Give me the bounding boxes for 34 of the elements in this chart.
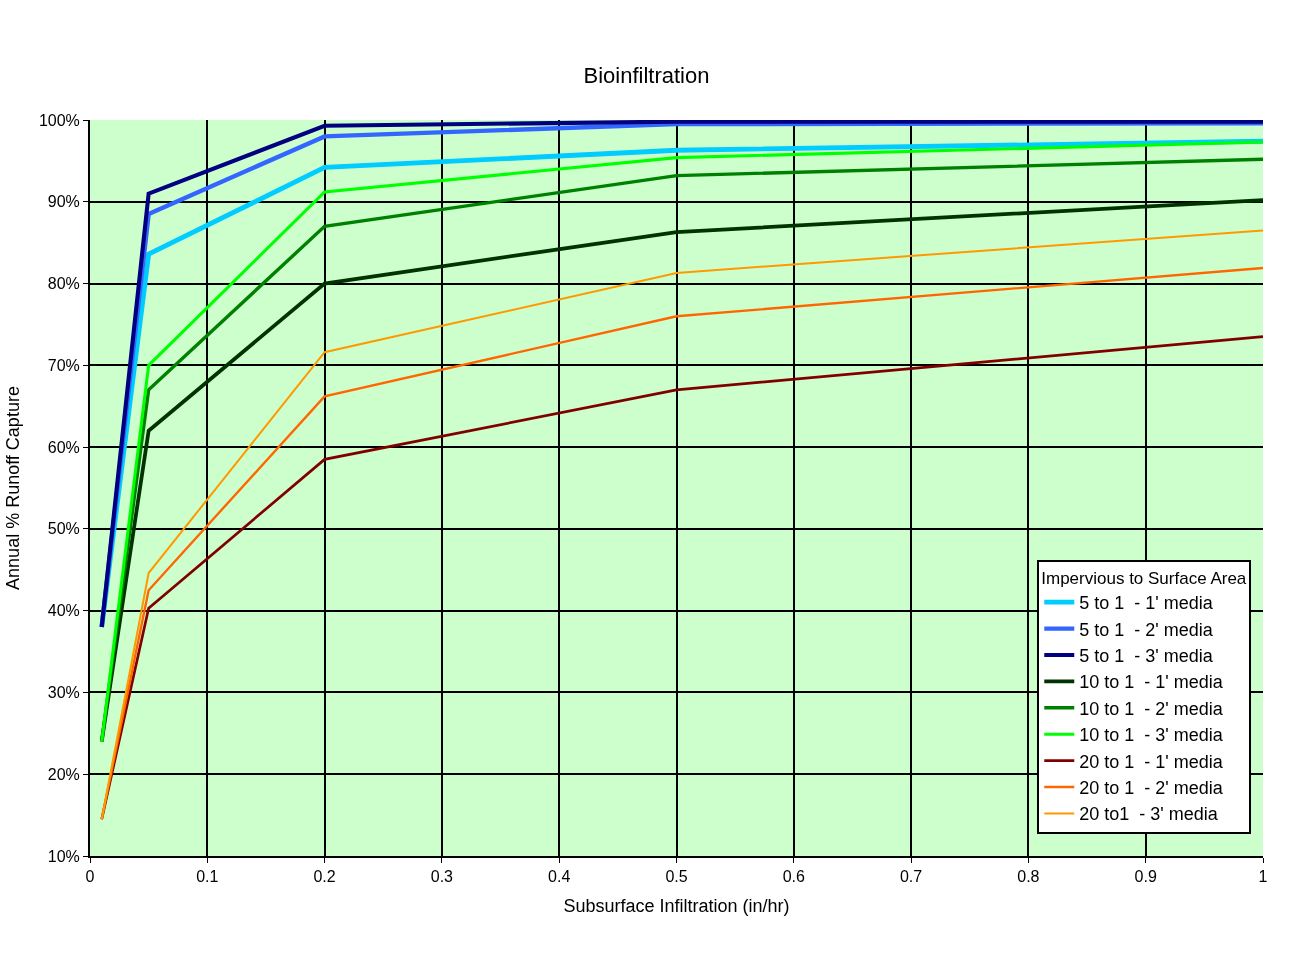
y-tick-label: 100% [38,111,80,129]
legend-label: 5 to 1 - 1' media [1079,593,1214,614]
y-tick-label: 90% [47,193,80,211]
y-tick-label: 50% [47,520,80,538]
y-tick-label: 20% [47,765,80,783]
legend-label: 5 to 1 - 3' media [1079,646,1214,667]
chart-title: Bioinfiltration [583,63,710,89]
x-tick-label: 0.9 [1134,868,1157,886]
x-tick-label: 0.5 [665,868,688,886]
x-tick-label: 1 [1258,868,1268,886]
x-tick-label: 0 [85,868,95,886]
legend-title: Impervious to Surface Area [1041,569,1247,589]
y-tick-label: 80% [47,275,80,293]
x-tick-label: 0.6 [782,868,806,886]
x-tick-label: 0.3 [430,868,454,886]
y-tick-label: 70% [47,356,80,374]
legend-label: 20 to1 - 3' media [1079,804,1219,825]
legend-label: 10 to 1 - 1' media [1079,672,1224,693]
y-tick-label: 60% [47,438,80,456]
legend-label: 20 to 1 - 2' media [1079,778,1224,799]
legend-label: 5 to 1 - 2' media [1079,619,1214,640]
legend-label: 10 to 1 - 2' media [1079,698,1224,719]
y-tick-label: 40% [47,602,80,620]
legend-label: 20 to 1 - 1' media [1079,751,1224,772]
y-axis-title: Annual % Runoff Capture [2,386,23,590]
x-tick-label: 0.8 [1017,868,1040,886]
x-tick-label: 0.2 [313,868,336,886]
legend-label: 10 to 1 - 3' media [1079,725,1224,746]
y-tick-label: 10% [47,847,80,865]
x-tick-label: 0.4 [548,868,571,886]
x-axis-title: Subsurface Infiltration (in/hr) [563,895,790,916]
x-tick-label: 0.1 [196,868,219,886]
y-tick-label: 30% [47,684,80,702]
x-tick-label: 0.7 [899,868,923,886]
